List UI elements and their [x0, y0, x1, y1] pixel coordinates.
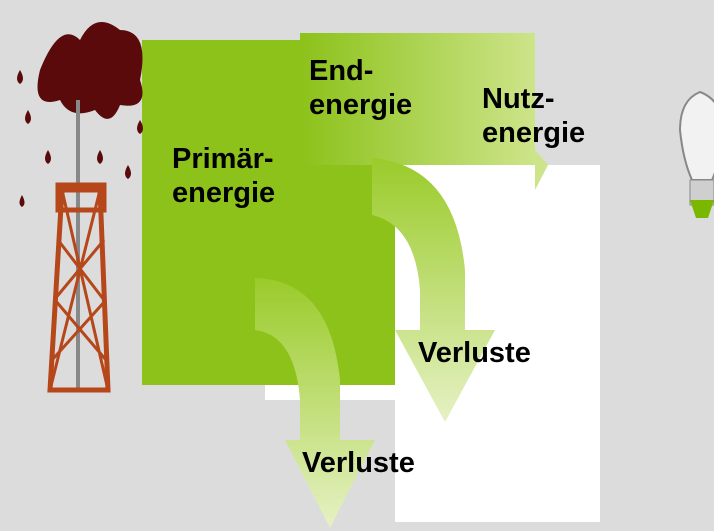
- useful-label: energie: [482, 117, 585, 149]
- diagram: Primär- energie End- energie Nutz- energ…: [0, 0, 714, 531]
- loss-label: Verluste: [418, 337, 531, 369]
- primary-label: energie: [172, 177, 275, 209]
- loss-label: Verluste: [302, 447, 415, 479]
- useful-label: Nutz-: [482, 83, 554, 115]
- final-label: energie: [309, 89, 412, 121]
- page: Primär- energie End- energie Nutz- energ…: [0, 0, 714, 531]
- primary-label: Primär-: [172, 143, 274, 175]
- final-label: End-: [309, 55, 373, 87]
